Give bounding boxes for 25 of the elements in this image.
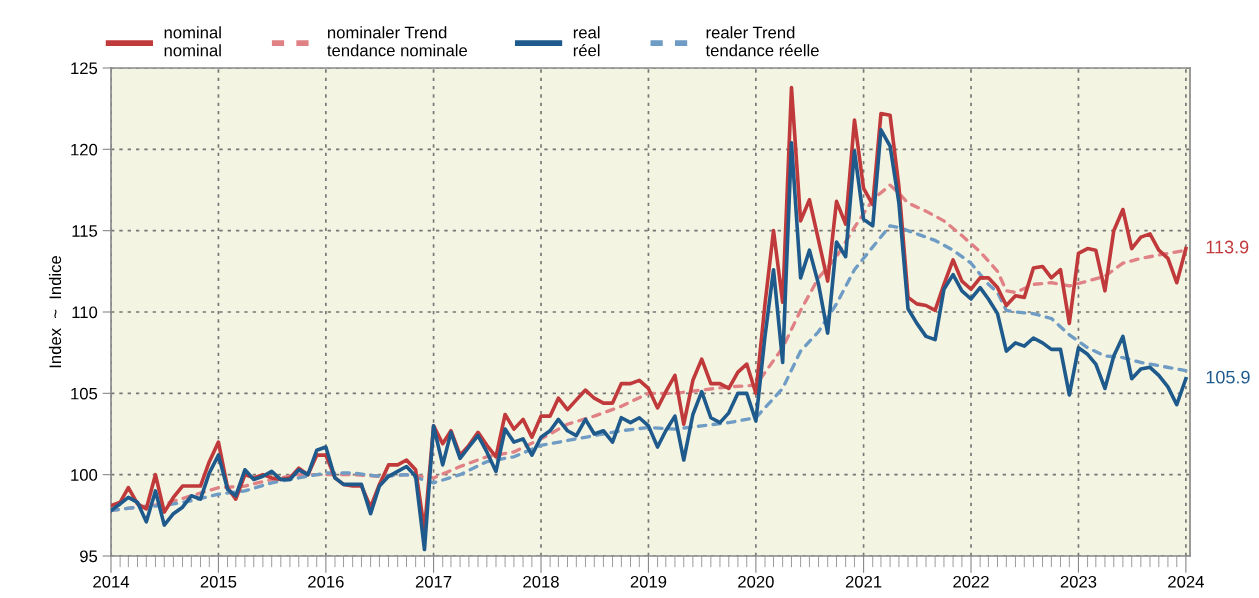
y-tick-label: 125 — [71, 62, 98, 75]
y-tick-label: 100 — [71, 469, 98, 481]
legend-label: nominal nominal — [164, 26, 221, 57]
annotation: 105.9 — [1206, 370, 1250, 384]
x-tick-label: 2022 — [953, 575, 989, 588]
y-axis-title: Index ~ Indice — [48, 255, 62, 368]
x-tick-label: 2018 — [523, 575, 559, 588]
legend-label: realer Trend tendance réelle — [705, 26, 819, 57]
x-tick-label: 2016 — [308, 575, 344, 588]
legend-label: real réel — [573, 26, 600, 57]
x-tick-label: 2021 — [845, 575, 882, 588]
x-tick-label: 2017 — [415, 575, 452, 588]
x-tick-label: 2024 — [1168, 575, 1204, 588]
y-tick-label: 105 — [71, 387, 98, 400]
x-tick-label: 2023 — [1060, 575, 1097, 588]
legend-label: nominaler Trend tendance nominale — [327, 26, 468, 57]
x-tick-label: 2015 — [200, 575, 237, 588]
y-tick-label: 110 — [72, 306, 98, 319]
y-tick-label: 120 — [71, 143, 98, 156]
x-tick-label: 2019 — [630, 575, 667, 588]
y-tick-label: 115 — [72, 225, 98, 237]
y-tick-label: 95 — [80, 550, 98, 563]
x-tick-label: 2014 — [93, 575, 130, 588]
x-tick-label: 2020 — [738, 575, 774, 588]
annotation: 113.9 — [1206, 240, 1249, 254]
